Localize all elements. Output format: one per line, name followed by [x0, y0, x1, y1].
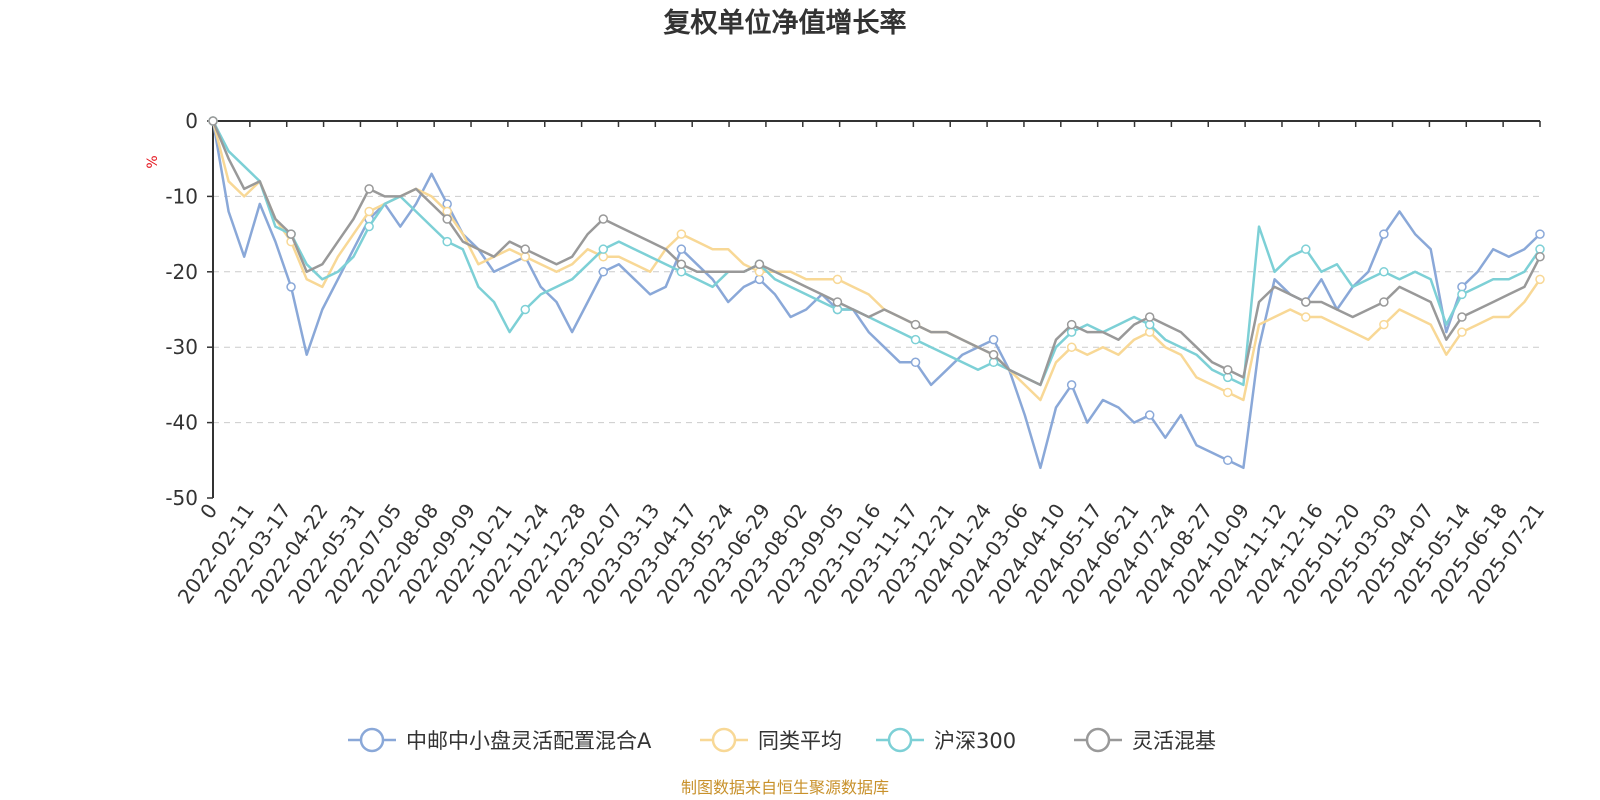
x-axis: 02022-02-112022-03-172022-04-222022-05-3… [173, 120, 1549, 608]
data-point [676, 244, 687, 254]
y-axis-unit: % [145, 155, 161, 168]
data-point [1535, 229, 1545, 239]
legend-label: 中邮中小盘灵活配置混合A [406, 729, 652, 753]
data-point [1457, 327, 1467, 337]
data-point [1066, 342, 1077, 352]
data-point [832, 274, 843, 285]
legend-marker [359, 727, 385, 753]
data-point [364, 206, 374, 217]
series-layer [208, 116, 1545, 470]
data-point [364, 221, 374, 232]
data-point [1379, 229, 1389, 239]
data-point [1457, 312, 1467, 322]
data-point [1066, 380, 1077, 390]
data-point [1301, 297, 1311, 307]
data-point [1144, 312, 1155, 322]
data-point [676, 259, 687, 270]
data-point [208, 116, 218, 126]
data-point [442, 214, 452, 224]
data-point [1379, 267, 1389, 277]
data-point [910, 334, 921, 345]
legend-marker [1085, 727, 1111, 753]
legend-label: 同类平均 [758, 729, 842, 753]
data-point [1223, 365, 1233, 375]
data-point [598, 214, 609, 224]
chart-title: 复权单位净值增长率 [664, 7, 907, 39]
data-point [1379, 297, 1389, 307]
data-point [1144, 410, 1155, 420]
series-line-0 [211, 120, 1541, 470]
legend-label: 沪深300 [934, 729, 1016, 753]
data-point [520, 304, 530, 315]
data-point [988, 334, 999, 345]
legend-item[interactable]: 中邮中小盘灵活配置混合A [348, 727, 652, 753]
data-point [754, 259, 765, 270]
source-note: 制图数据来自恒生聚源数据库 [681, 778, 889, 797]
legend-marker [711, 727, 737, 753]
data-point [1301, 312, 1311, 322]
data-point [1066, 319, 1077, 330]
series-line-1 [211, 120, 1542, 402]
data-point [286, 229, 296, 239]
x-tick-label: 0 [195, 499, 222, 523]
legend-item[interactable]: 同类平均 [700, 727, 842, 753]
data-point [520, 244, 530, 254]
data-point [676, 229, 687, 239]
y-tick-label: -30 [165, 335, 198, 359]
data-point [910, 319, 921, 330]
data-point [1223, 455, 1233, 466]
y-tick-label: -10 [165, 184, 198, 208]
series-line-3 [211, 120, 1542, 387]
data-point [598, 267, 609, 277]
data-point [1535, 274, 1545, 285]
data-point [988, 349, 999, 360]
data-point [598, 244, 609, 254]
data-point [364, 184, 374, 194]
data-point [1223, 387, 1233, 398]
grid-lines [213, 195, 1540, 424]
data-point [1379, 319, 1389, 330]
y-tick-label: 0 [185, 109, 198, 133]
data-point [286, 282, 296, 292]
legend: 中邮中小盘灵活配置混合A 同类平均 沪深300 灵活混基 [348, 727, 1216, 753]
data-point [1457, 289, 1467, 300]
data-point [910, 357, 921, 368]
legend-marker [887, 727, 913, 753]
data-point [1535, 251, 1545, 262]
data-point [1301, 244, 1311, 254]
legend-item[interactable]: 灵活混基 [1074, 727, 1216, 753]
legend-label: 灵活混基 [1132, 729, 1216, 753]
series-line-2 [211, 120, 1542, 387]
data-point [832, 297, 843, 307]
y-axis: 0 -10 -20 -30 -40 -50 [165, 109, 214, 510]
data-point [442, 236, 452, 247]
y-tick-label: -40 [165, 411, 198, 435]
y-tick-label: -50 [165, 486, 198, 510]
legend-item[interactable]: 沪深300 [876, 727, 1016, 753]
y-tick-label: -20 [165, 260, 198, 284]
